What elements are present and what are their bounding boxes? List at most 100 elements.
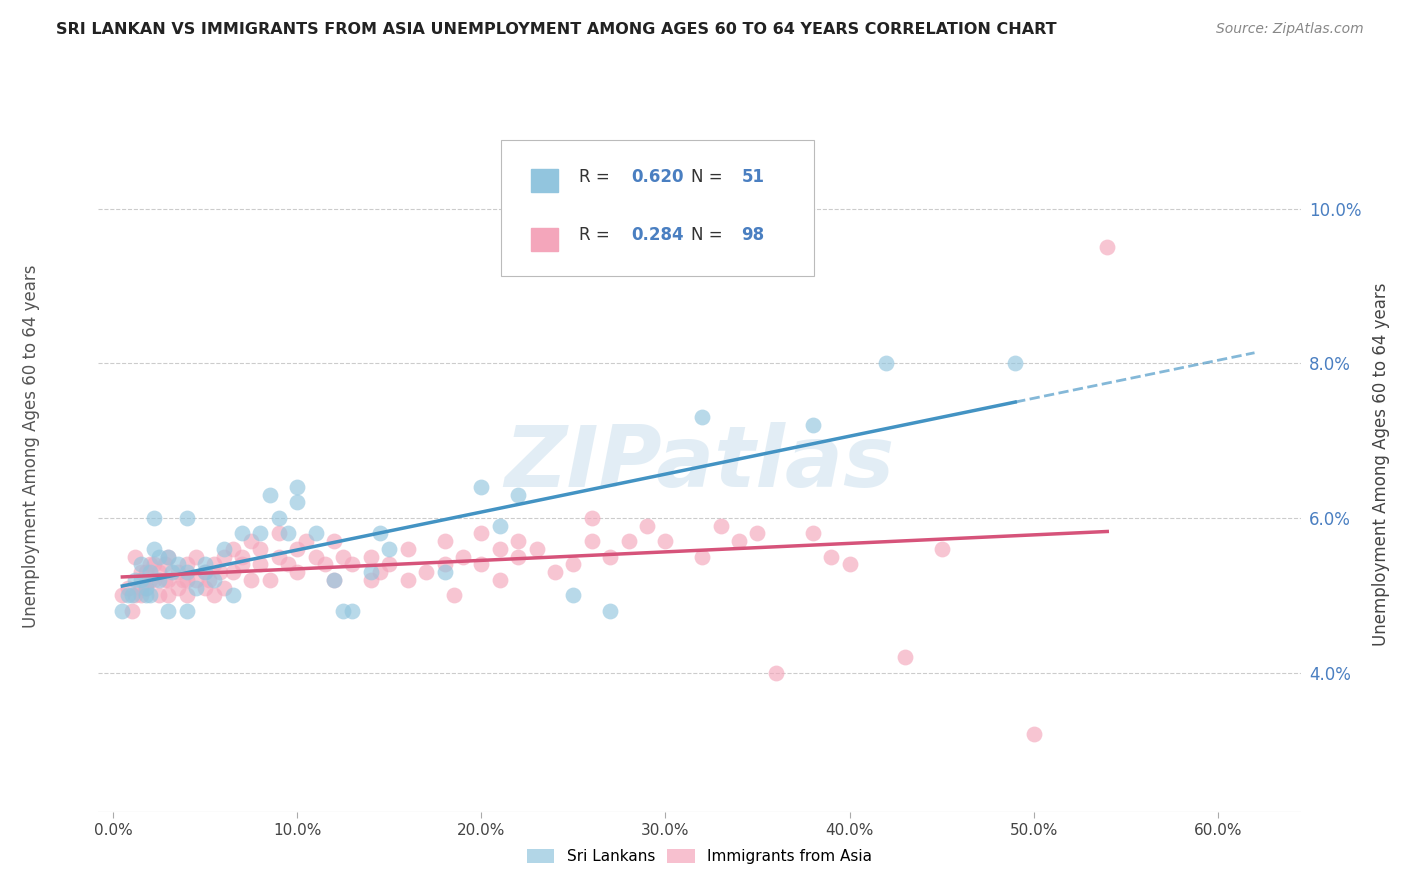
Point (129, 581, 152, 595)
Point (176, 573, 198, 587)
Point (202, 558, 225, 572)
Point (249, 541, 271, 556)
Point (747, 526, 769, 541)
Point (415, 565, 437, 579)
Point (139, 588, 162, 602)
Point (378, 558, 401, 572)
Point (194, 581, 217, 595)
Point (433, 534, 456, 549)
Point (323, 534, 346, 549)
Point (129, 573, 152, 587)
Point (124, 573, 146, 587)
Point (765, 665, 787, 680)
Text: SRI LANKAN VS IMMIGRANTS FROM ASIA UNEMPLOYMENT AMONG AGES 60 TO 64 YEARS CORREL: SRI LANKAN VS IMMIGRANTS FROM ASIA UNEMP… (56, 22, 1057, 37)
Point (124, 588, 146, 602)
Text: Source: ZipAtlas.com: Source: ZipAtlas.com (1216, 22, 1364, 37)
Point (222, 588, 245, 602)
Point (508, 549, 530, 564)
Y-axis label: Unemployment Among Ages 60 to 64 years: Unemployment Among Ages 60 to 64 years (1372, 282, 1391, 646)
Point (323, 573, 346, 587)
Point (135, 581, 157, 595)
Point (139, 558, 162, 572)
Point (142, 541, 165, 556)
Point (121, 588, 143, 602)
Point (212, 549, 235, 564)
Point (231, 558, 253, 572)
Point (690, 410, 713, 425)
Point (443, 588, 465, 602)
Text: 98: 98 (741, 227, 765, 244)
Point (124, 549, 146, 564)
Point (198, 573, 221, 587)
Point (240, 573, 263, 587)
Point (129, 565, 152, 579)
Point (222, 565, 245, 579)
Point (176, 558, 198, 572)
Point (121, 604, 143, 618)
Point (360, 565, 382, 579)
Legend: Sri Lankans, Immigrants from Asia: Sri Lankans, Immigrants from Asia (520, 843, 879, 871)
Point (166, 581, 188, 595)
Point (470, 480, 492, 494)
Point (820, 549, 842, 564)
Point (710, 518, 733, 533)
Point (305, 526, 328, 541)
Point (378, 541, 401, 556)
Point (194, 565, 217, 579)
Point (838, 558, 860, 572)
Point (508, 534, 530, 549)
Point (1004, 356, 1026, 370)
Point (267, 526, 290, 541)
Point (157, 604, 180, 618)
Text: N =: N = (692, 227, 728, 244)
Point (148, 588, 170, 602)
Point (295, 534, 318, 549)
Bar (531, 169, 558, 192)
Point (581, 534, 603, 549)
Bar (531, 227, 558, 251)
Point (690, 549, 713, 564)
Point (488, 518, 510, 533)
Point (160, 565, 183, 579)
Point (332, 549, 354, 564)
Point (285, 565, 308, 579)
Point (470, 558, 492, 572)
Point (111, 604, 134, 618)
Point (267, 511, 290, 525)
Point (508, 488, 530, 502)
Point (277, 558, 299, 572)
Point (157, 549, 180, 564)
FancyBboxPatch shape (501, 140, 814, 276)
Point (893, 650, 915, 665)
Point (166, 565, 188, 579)
Text: 0.284: 0.284 (631, 227, 683, 244)
Point (111, 588, 134, 602)
Point (249, 526, 271, 541)
Point (488, 541, 510, 556)
Point (259, 573, 281, 587)
Point (259, 488, 281, 502)
Point (142, 573, 165, 587)
Point (135, 581, 157, 595)
Point (212, 541, 235, 556)
Point (194, 558, 217, 572)
Point (153, 558, 176, 572)
Point (176, 588, 198, 602)
Point (617, 534, 640, 549)
Point (231, 549, 253, 564)
Point (135, 588, 157, 602)
Point (360, 549, 382, 564)
Point (332, 604, 354, 618)
Text: 0.620: 0.620 (631, 168, 683, 186)
Point (135, 565, 157, 579)
Point (396, 541, 419, 556)
Point (142, 511, 165, 525)
Point (285, 480, 308, 494)
Point (202, 573, 225, 587)
Point (581, 511, 603, 525)
Text: 51: 51 (741, 168, 765, 186)
Point (267, 549, 290, 564)
Point (157, 588, 180, 602)
Point (305, 549, 328, 564)
Point (342, 604, 364, 618)
